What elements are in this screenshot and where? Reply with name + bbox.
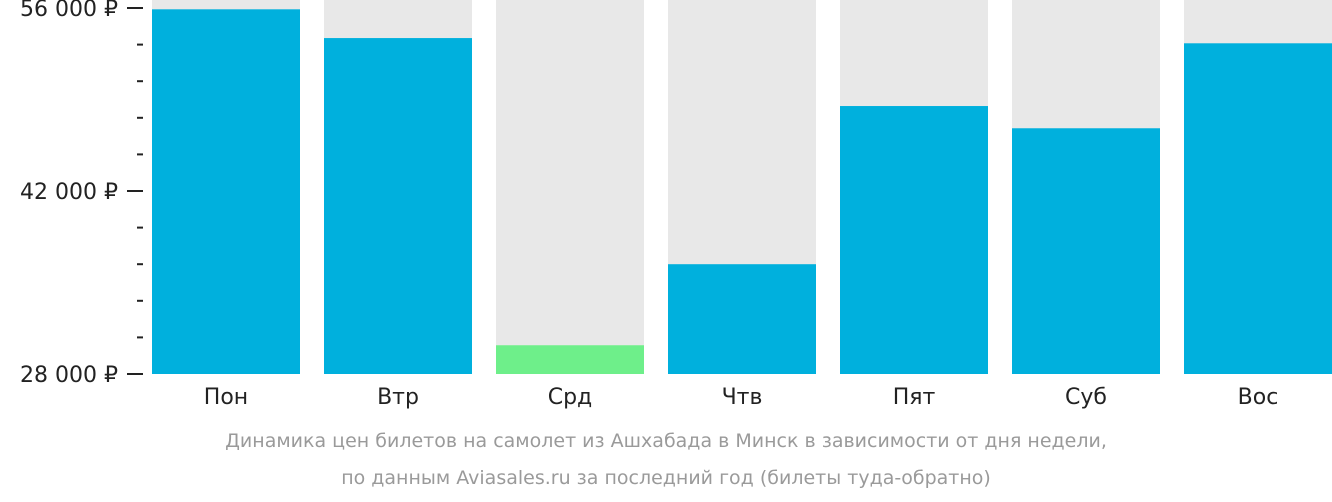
y-tick-label: 28 000 ₽ <box>20 363 118 388</box>
bar-background <box>496 0 644 374</box>
x-axis: Пон Втр Срд Чтв Пят Суб Вос <box>204 385 1279 410</box>
y-tick-label: 56 000 ₽ <box>20 0 118 22</box>
chart-caption-line-1: Динамика цен билетов на самолет из Ашхаб… <box>225 430 1107 452</box>
x-tick-label: Пон <box>204 385 248 410</box>
x-tick-label: Суб <box>1065 385 1107 410</box>
bar-4 <box>668 264 816 374</box>
bar-5 <box>840 106 988 375</box>
bar-3 <box>496 345 644 374</box>
chart-caption-line-2: по данным Aviasales.ru за последний год … <box>341 467 991 489</box>
x-tick-label: Чтв <box>722 385 763 410</box>
bar-7 <box>1184 43 1332 375</box>
bar-2 <box>324 38 472 375</box>
bar-layer <box>152 9 1332 375</box>
x-tick-label: Втр <box>377 385 419 410</box>
bar-1 <box>152 9 300 375</box>
y-tick-label: 42 000 ₽ <box>20 180 118 205</box>
bar-6 <box>1012 128 1160 374</box>
y-axis: 56 000 ₽ 42 000 ₽ 28 000 ₽ <box>20 0 143 388</box>
x-tick-label: Вос <box>1238 385 1279 410</box>
x-tick-label: Пят <box>893 385 936 410</box>
x-tick-label: Срд <box>548 385 593 410</box>
